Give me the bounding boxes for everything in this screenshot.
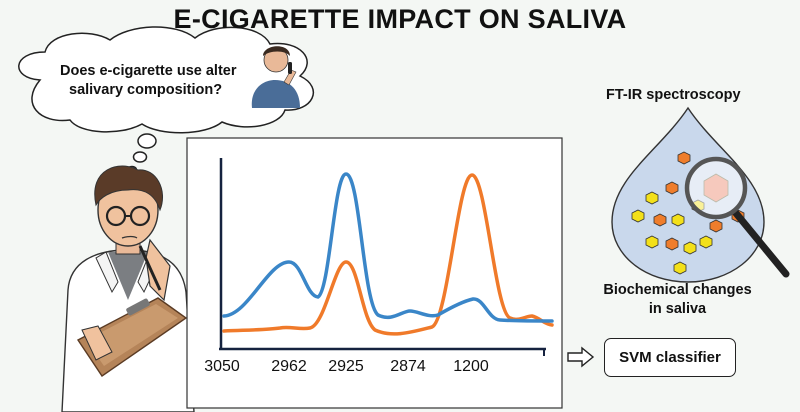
x-tick-label: 3050 [204, 358, 240, 375]
magnifier-icon [684, 156, 790, 278]
method-label: FT-IR spectroscopy [606, 87, 741, 103]
classifier-label: SVM classifier [619, 349, 721, 366]
series-blue-line [222, 172, 554, 323]
thought-cloud [18, 26, 315, 175]
x-tick-label: 1200 [453, 358, 489, 375]
svm-classifier-box: SVM classifier [604, 338, 736, 377]
thought-line-2: salivary composition? [69, 82, 223, 98]
changes-line-2: in saliva [648, 301, 707, 317]
chart-panel [186, 137, 563, 409]
x-tick-label: 2925 [328, 358, 364, 375]
thought-line-1: Does e-cigarette use alter [60, 63, 237, 79]
x-tick-label: 2962 [271, 358, 307, 375]
thought-question: Does e-cigarette use alter salivary comp… [60, 62, 285, 100]
page-title: E-CIGARETTE IMPACT ON SALIVA [173, 4, 627, 34]
scientist-illustration [61, 165, 195, 412]
x-tick-label: 2874 [390, 358, 426, 375]
changes-line-1: Biochemical changes [603, 282, 752, 298]
changes-label: Biochemical changes in saliva [600, 281, 755, 319]
arrow-right-icon [567, 346, 595, 368]
vaping-person-illustration [251, 46, 300, 108]
